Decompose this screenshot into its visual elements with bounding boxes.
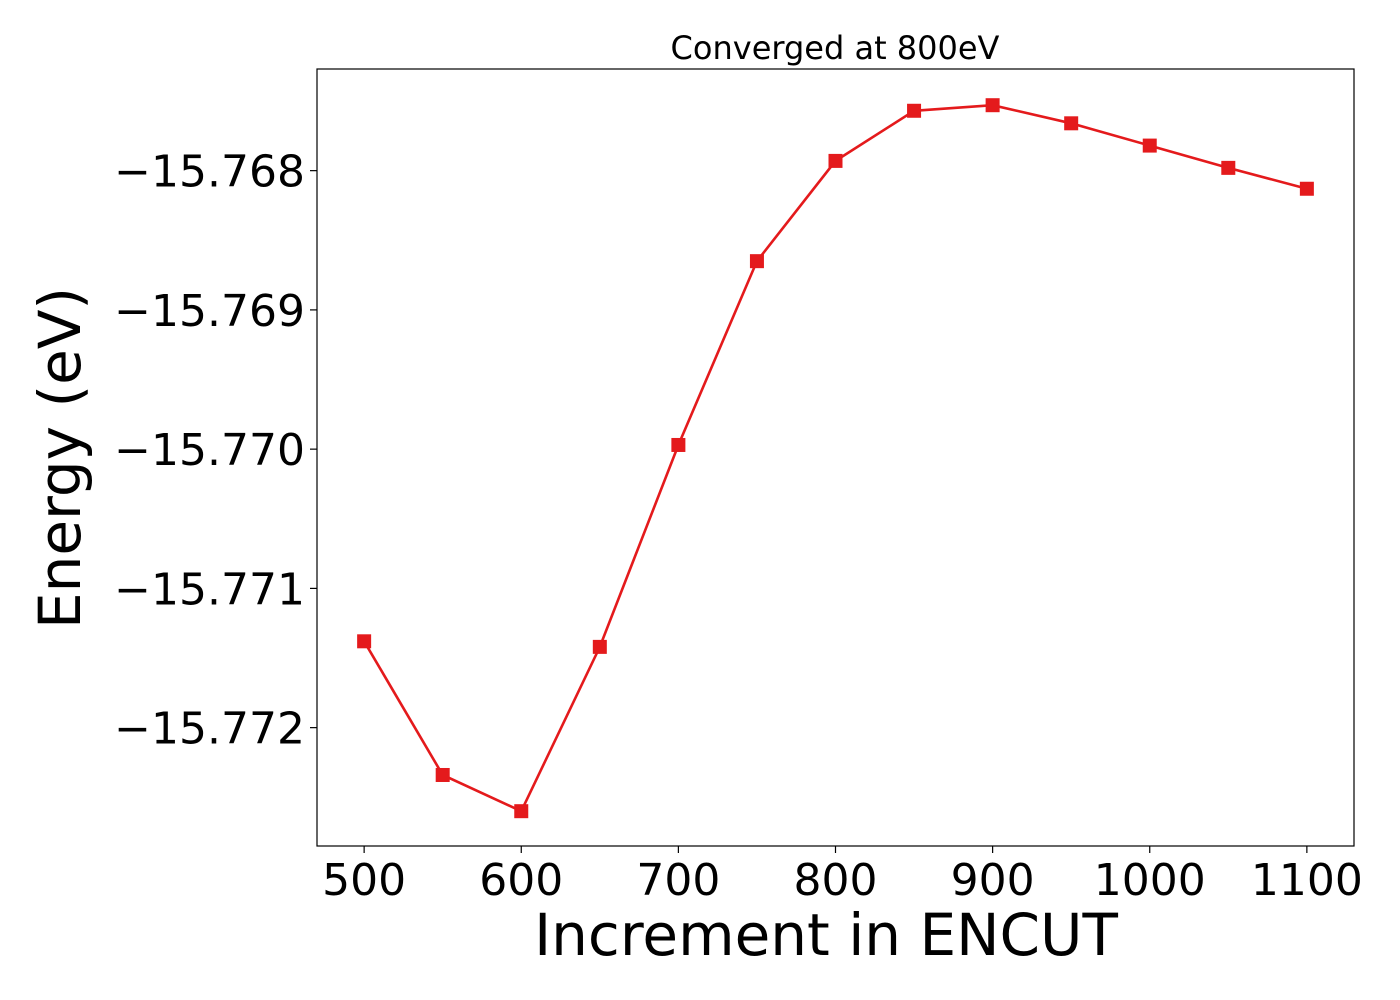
y-axis-ticks: −15.768 −15.769 −15.770 −15.771 −15.772 [114,147,317,755]
data-point-marker [749,254,764,269]
data-point-marker [907,103,922,118]
y-tick-label: −15.771 [114,564,305,615]
x-tick-label: 1100 [1251,855,1363,906]
data-point-marker [1064,116,1079,131]
series-line [363,103,1308,813]
x-axis-label: Increment in ENCUT [534,901,1118,969]
x-tick-label: 500 [322,855,406,906]
y-tick-label: −15.768 [114,147,305,198]
plot-area-frame [316,68,1355,847]
data-point-marker [357,634,372,649]
x-tick-label: 600 [479,855,563,906]
y-tick-label: −15.769 [114,286,305,337]
y-tick-label: −15.770 [114,425,305,476]
y-tick-label: −15.772 [114,704,305,755]
data-point-marker [1299,181,1314,196]
data-point-marker [671,437,686,452]
x-axis-ticks: 500 600 700 800 900 1000 1100 [322,846,1363,906]
data-point-marker [985,98,1000,113]
data-point-marker [514,804,529,819]
data-point-marker [1142,138,1157,153]
x-tick-label: 1000 [1094,855,1206,906]
data-point-marker [1221,160,1236,175]
data-point-marker [592,639,607,654]
data-point-marker [435,767,450,782]
data-point-marker [828,153,843,168]
chart-title: Converged at 800eV [671,29,1000,67]
y-axis-label: Energy (eV) [26,287,94,629]
x-tick-label: 900 [951,855,1035,906]
x-tick-label: 700 [636,855,720,906]
series-group [357,98,1314,819]
x-tick-label: 800 [794,855,878,906]
